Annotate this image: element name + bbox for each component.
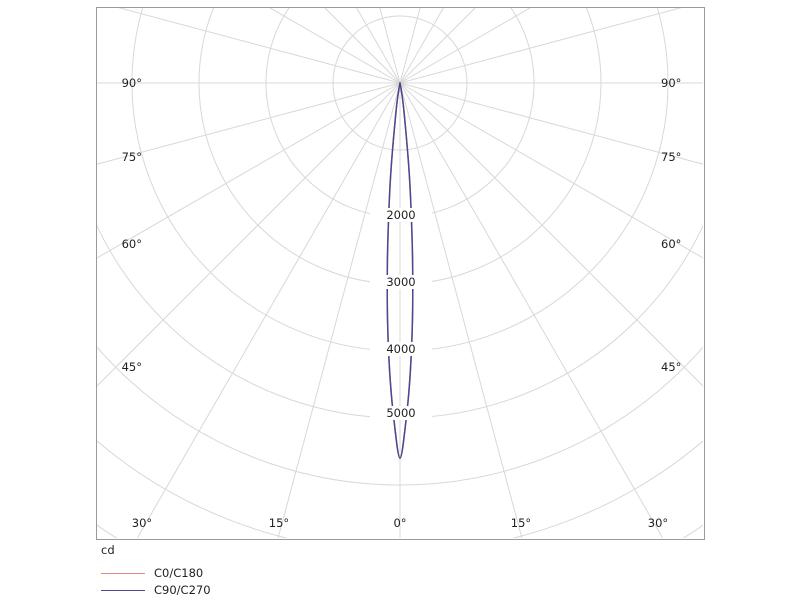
angle-tick-right-90: 90° bbox=[661, 76, 682, 90]
angle-tick-left-45: 45° bbox=[121, 360, 142, 374]
angle-tick-bottom-15-left: 15° bbox=[268, 516, 290, 530]
radial-tick-2000: 2000 bbox=[370, 208, 432, 222]
legend: C0/C180 C90/C270 bbox=[101, 565, 361, 599]
legend-item-c90-c270: C90/C270 bbox=[101, 582, 361, 599]
legend-item-c0-c180: C0/C180 bbox=[101, 565, 361, 582]
legend-label-c0-c180: C0/C180 bbox=[154, 566, 204, 580]
angle-tick-bottom-0: 0° bbox=[393, 516, 407, 530]
radial-tick-5000: 5000 bbox=[370, 406, 432, 420]
angle-tick-right-75: 75° bbox=[661, 150, 682, 164]
plot-frame bbox=[96, 7, 705, 540]
angle-tick-left-90: 90° bbox=[121, 76, 142, 90]
legend-label-c90-c270: C90/C270 bbox=[154, 583, 211, 597]
angle-tick-left-75: 75° bbox=[121, 150, 142, 164]
angle-tick-bottom-30-left: 30° bbox=[131, 516, 153, 530]
angle-tick-left-60: 60° bbox=[121, 237, 142, 251]
legend-swatch-c0-c180 bbox=[101, 573, 145, 574]
radial-tick-4000: 4000 bbox=[370, 342, 432, 356]
angle-tick-bottom-15-right: 15° bbox=[510, 516, 532, 530]
radial-tick-3000: 3000 bbox=[370, 275, 432, 289]
legend-swatch-c90-c270 bbox=[101, 590, 145, 591]
angle-tick-right-60: 60° bbox=[661, 237, 682, 251]
angle-tick-bottom-30-right: 30° bbox=[647, 516, 669, 530]
unit-label: cd bbox=[101, 543, 115, 557]
angle-tick-right-45: 45° bbox=[661, 360, 682, 374]
